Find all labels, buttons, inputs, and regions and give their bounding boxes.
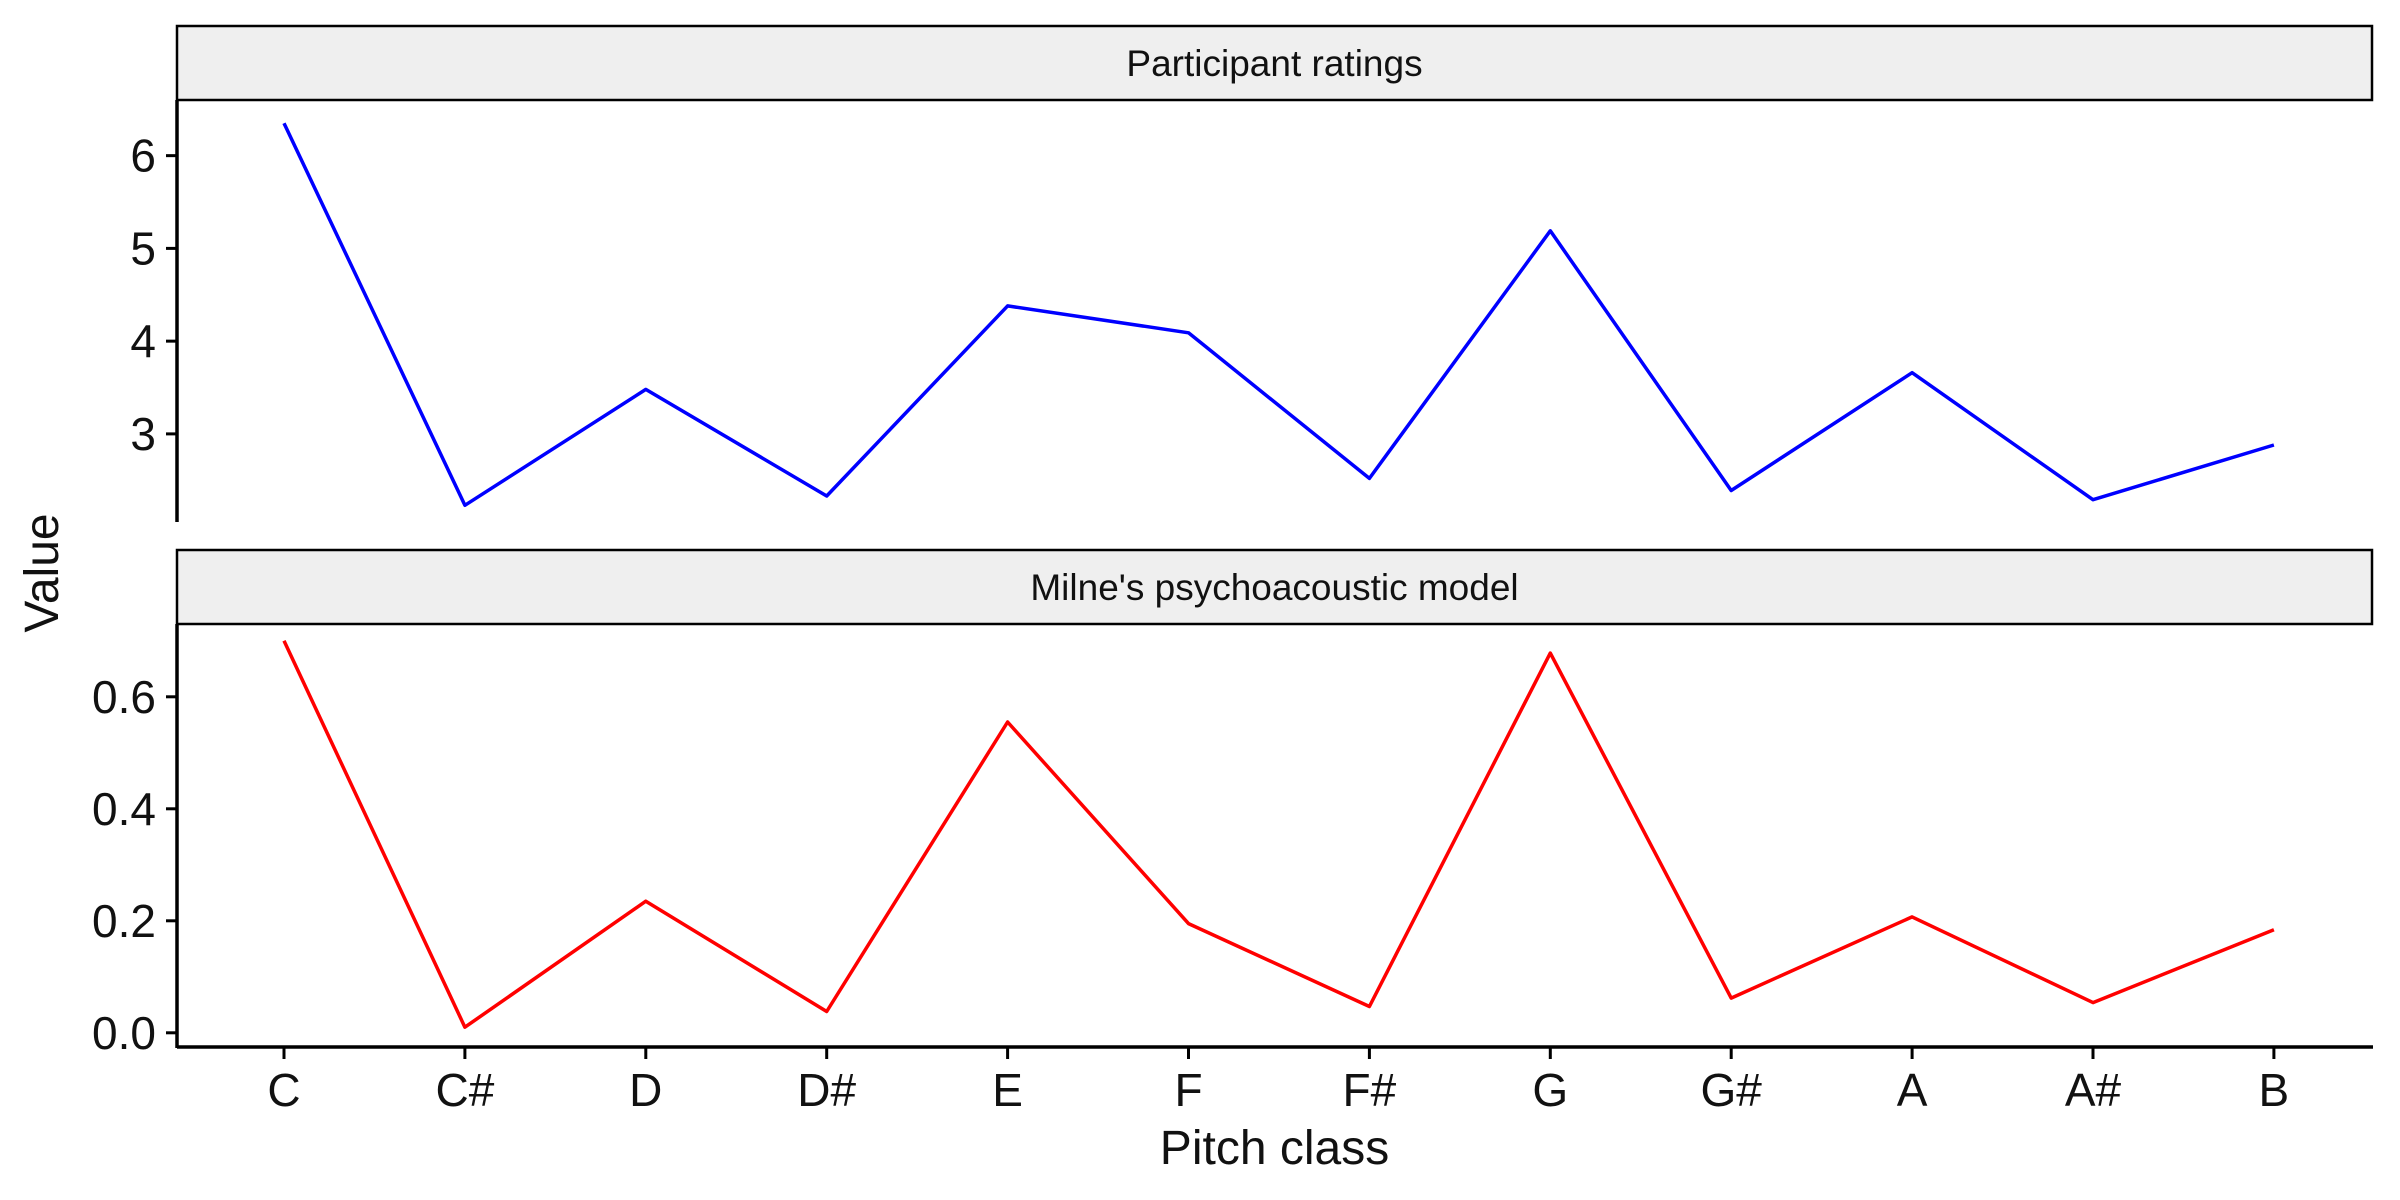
x-tick-label: A# bbox=[2065, 1064, 2122, 1116]
panel-1-strip bbox=[175, 24, 2374, 102]
x-tick-label: A bbox=[1897, 1064, 1928, 1116]
panel-2-y-tick-label: 0.2 bbox=[92, 895, 156, 947]
panel-1-y-tick-label: 3 bbox=[130, 408, 156, 460]
panel-2-strip bbox=[175, 548, 2374, 626]
x-axis-title: Pitch class bbox=[1160, 1122, 1389, 1175]
panel-1-y-tick-label: 5 bbox=[130, 222, 156, 274]
panel-1-y-tick-label: 6 bbox=[130, 130, 156, 182]
panel-2-title: Milne's psychoacoustic model bbox=[1030, 567, 1518, 608]
x-tick-label: G# bbox=[1701, 1064, 1763, 1116]
x-tick-label: C# bbox=[435, 1064, 494, 1116]
x-tick-label: E bbox=[992, 1064, 1023, 1116]
x-tick-label: F bbox=[1174, 1064, 1202, 1116]
x-tick-label: B bbox=[2259, 1064, 2290, 1116]
panel-2-y-tick-label: 0.4 bbox=[92, 783, 156, 835]
panel-2-y-tick-label: 0.0 bbox=[92, 1007, 156, 1059]
y-axis-title: Value bbox=[16, 513, 69, 632]
x-tick-label: D# bbox=[797, 1064, 856, 1116]
chart-marks: 3 4 5 6 0.0 0.2 0.4 0.6 C C# D D# E F F# G G# A A# B bbox=[92, 122, 2290, 1116]
panel-1-series-line bbox=[282, 122, 2275, 508]
x-tick-label: C bbox=[267, 1064, 300, 1116]
panel-1-y-tick-label: 4 bbox=[130, 315, 156, 367]
panel-2-y-tick-label: 0.6 bbox=[92, 671, 156, 723]
x-tick-label: F# bbox=[1343, 1064, 1397, 1116]
panel-1-title: Participant ratings bbox=[1126, 43, 1422, 84]
x-tick-label: D bbox=[629, 1064, 662, 1116]
x-tick-label: G bbox=[1532, 1064, 1568, 1116]
panel-2-series-line bbox=[282, 640, 2275, 1029]
